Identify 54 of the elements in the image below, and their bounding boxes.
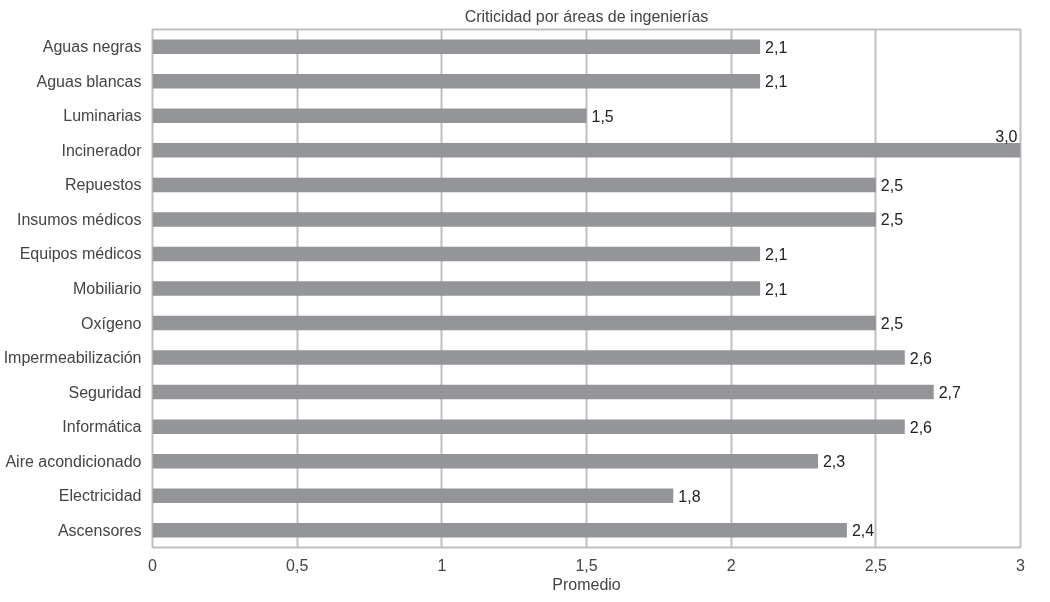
bar xyxy=(152,74,761,89)
data-label: 2,7 xyxy=(938,384,962,402)
x-tick-label: 0 xyxy=(148,556,158,574)
data-label: 2,1 xyxy=(765,38,788,56)
data-label: 1,8 xyxy=(678,487,701,505)
y-tick-label: Aguas negras xyxy=(42,38,142,56)
bar xyxy=(152,488,674,503)
y-tick-label: Repuestos xyxy=(65,176,142,194)
y-tick-label: Oxígeno xyxy=(81,314,142,332)
bar xyxy=(152,212,876,227)
data-label: 2,5 xyxy=(880,176,904,194)
x-tick-label: 3 xyxy=(1016,556,1026,574)
bar xyxy=(152,177,876,193)
data-label: 2,1 xyxy=(765,73,788,91)
bar xyxy=(152,419,905,434)
data-label: 2,1 xyxy=(765,280,788,298)
y-tick-label: Impermeabilización xyxy=(3,349,142,367)
y-tick-label: Luminarias xyxy=(63,107,142,125)
y-tick-label: Equipos médicos xyxy=(19,245,142,263)
bar xyxy=(152,281,761,296)
y-tick-label: Incinerador xyxy=(61,141,143,159)
y-tick-label: Aire acondicionado xyxy=(5,452,142,470)
data-label: 2,4 xyxy=(851,522,875,540)
x-tick-label: 1,5 xyxy=(575,556,598,574)
data-label: 2,1 xyxy=(765,245,788,263)
y-tick-label: Electricidad xyxy=(58,487,142,505)
data-label: 2,6 xyxy=(909,418,933,436)
x-tick-label: 2,5 xyxy=(864,556,888,574)
data-label: 2,5 xyxy=(880,211,904,229)
x-tick-label: 2 xyxy=(726,556,736,574)
data-label: 3,0 xyxy=(995,127,1018,145)
bar xyxy=(152,315,876,331)
bar xyxy=(152,350,905,365)
bar xyxy=(152,522,847,538)
bar xyxy=(152,384,934,400)
bar xyxy=(152,453,818,469)
chart-title: Criticidad por áreas de ingenierías xyxy=(464,7,709,25)
data-label: 2,3 xyxy=(822,453,846,471)
y-tick-label: Aguas blancas xyxy=(36,72,142,90)
y-tick-label: Mobiliario xyxy=(73,280,142,297)
bar xyxy=(152,246,761,262)
bar xyxy=(152,143,1021,158)
y-tick-label: Seguridad xyxy=(68,383,142,401)
data-label: 2,5 xyxy=(880,315,904,333)
data-label: 1,5 xyxy=(591,107,614,125)
bar xyxy=(152,108,587,124)
x-axis-title: Promedio xyxy=(552,575,621,593)
bar xyxy=(152,39,761,55)
x-tick-label: 1 xyxy=(437,556,447,574)
y-tick-label: Ascensores xyxy=(57,521,142,539)
x-tick-label: 0,5 xyxy=(286,556,309,574)
y-tick-label: Insumos médicos xyxy=(17,210,142,228)
y-tick-label: Informática xyxy=(62,418,142,436)
data-label: 2,6 xyxy=(909,349,933,367)
